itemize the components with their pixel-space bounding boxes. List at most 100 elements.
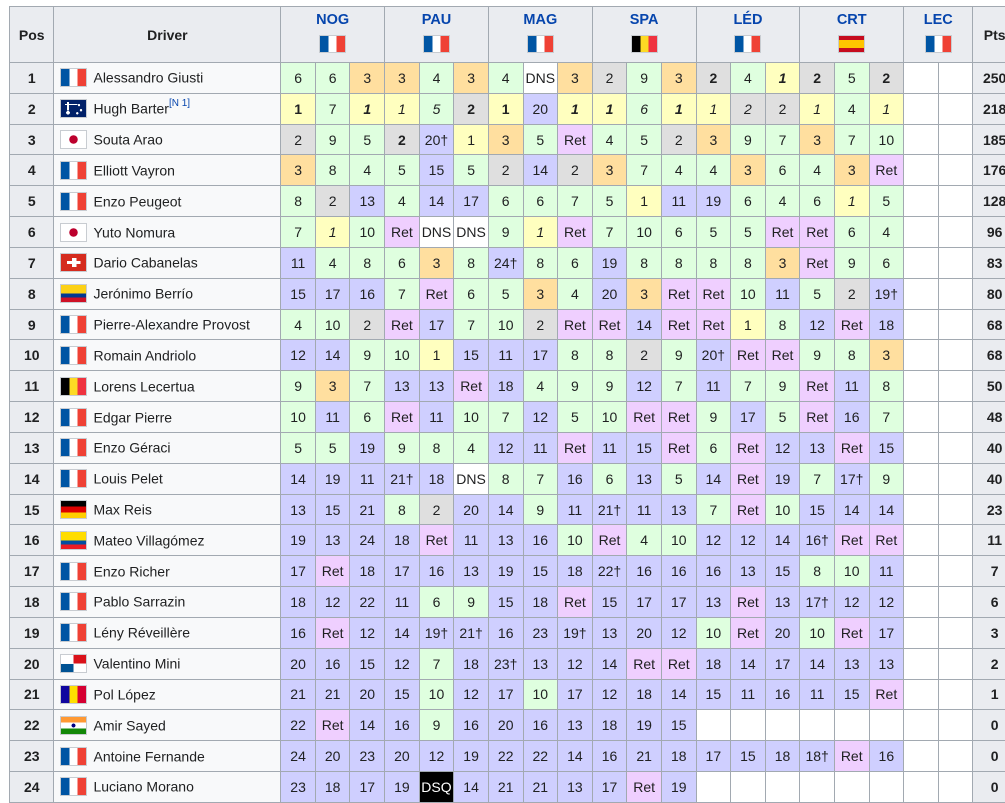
driver-name-link[interactable]: Jerónimo Berrío	[93, 286, 193, 302]
result-cell: 11	[315, 402, 350, 433]
result-cell: 11	[627, 494, 662, 525]
driver-name-link[interactable]: Elliott Vayron	[93, 162, 174, 178]
result-cell: 20	[315, 741, 350, 772]
result-cell: 1	[350, 93, 385, 124]
result-cell: 13	[661, 494, 696, 525]
result-cell	[904, 402, 939, 433]
driver-name-link[interactable]: Alessandro Giusti	[93, 70, 203, 86]
driver-name-link[interactable]: Lény Réveillère	[93, 625, 190, 641]
driver-name-link[interactable]: Enzo Peugeot	[93, 193, 181, 209]
result-cell: 14	[350, 710, 385, 741]
result-cell: 11	[350, 463, 385, 494]
driver-name-link[interactable]: Mateo Villagómez	[93, 532, 204, 548]
result-cell: DNS	[454, 463, 489, 494]
result-cell: 12	[834, 587, 869, 618]
result-cell: 1	[281, 93, 316, 124]
event-header-crt[interactable]: CRT	[800, 7, 904, 63]
result-cell	[904, 556, 939, 587]
event-name[interactable]: PAU	[385, 12, 488, 28]
driver-name-link[interactable]: Luciano Morano	[93, 779, 193, 795]
flag-france-icon	[60, 315, 87, 334]
driver-name-link[interactable]: Pablo Sarrazin	[93, 594, 185, 610]
result-cell: 6	[696, 432, 731, 463]
result-cell: 15	[661, 710, 696, 741]
result-cell: 5	[385, 155, 420, 186]
result-cell: 7	[350, 371, 385, 402]
points-cell: 250	[973, 63, 1005, 94]
result-cell: 4	[834, 93, 869, 124]
flag-japan-icon	[60, 223, 87, 242]
result-cell: 11	[488, 340, 523, 371]
result-cell: DSQ	[419, 772, 454, 803]
result-cell: 24†	[488, 247, 523, 278]
result-cell: 4	[800, 155, 835, 186]
footnote-link[interactable]: [N 1]	[169, 98, 190, 109]
flag-france-icon	[319, 35, 346, 53]
event-header-nog[interactable]: NOG	[281, 7, 385, 63]
position-cell: 15	[10, 494, 54, 525]
driver-name-link[interactable]: Hugh Barter	[93, 101, 168, 117]
result-cell: 20	[281, 648, 316, 679]
result-cell: Ret	[869, 525, 904, 556]
result-cell: 18†	[800, 741, 835, 772]
flag-japan-icon	[60, 130, 87, 149]
result-cell	[904, 340, 939, 371]
result-cell: Ret	[385, 217, 420, 248]
event-header-lec[interactable]: LEC	[904, 7, 973, 63]
driver-name-link[interactable]: Pol López	[93, 686, 155, 702]
position-cell: 17	[10, 556, 54, 587]
result-cell: 14	[281, 463, 316, 494]
driver-name-link[interactable]: Valentino Mini	[93, 656, 180, 672]
event-header-pau[interactable]: PAU	[385, 7, 489, 63]
event-name[interactable]: SPA	[593, 12, 696, 28]
result-cell: 11	[558, 494, 593, 525]
result-cell: 10	[488, 309, 523, 340]
event-name[interactable]: LÉD	[697, 12, 800, 28]
result-cell	[904, 617, 939, 648]
event-header-led[interactable]: LÉD	[696, 7, 800, 63]
result-cell: 8	[385, 494, 420, 525]
driver-name-link[interactable]: Romain Andriolo	[93, 347, 196, 363]
result-cell	[904, 155, 939, 186]
driver-name-link[interactable]: Antoine Fernande	[93, 748, 204, 764]
result-cell: DNS	[419, 217, 454, 248]
driver-name-link[interactable]: Amir Sayed	[93, 717, 165, 733]
driver-name-link[interactable]: Max Reis	[93, 502, 151, 518]
result-cell: 24	[350, 525, 385, 556]
event-name[interactable]: NOG	[281, 12, 384, 28]
driver-name-link[interactable]: Yuto Nomura	[93, 224, 175, 240]
driver-name-link[interactable]: Edgar Pierre	[93, 409, 172, 425]
result-cell: 21†	[592, 494, 627, 525]
result-cell: 17	[731, 402, 766, 433]
driver-name-link[interactable]: Louis Pelet	[93, 471, 162, 487]
result-cell: 3	[765, 247, 800, 278]
result-cell: 16	[661, 556, 696, 587]
result-cell: 19	[765, 463, 800, 494]
result-cell: 2	[731, 93, 766, 124]
result-cell: Ret	[661, 432, 696, 463]
result-cell: 2	[523, 309, 558, 340]
driver-name-link[interactable]: Enzo Géraci	[93, 440, 170, 456]
driver-name-link[interactable]: Lorens Lecertua	[93, 378, 194, 394]
driver-name-link[interactable]: Dario Cabanelas	[93, 255, 197, 271]
event-name[interactable]: MAG	[489, 12, 592, 28]
result-cell: 17	[765, 648, 800, 679]
driver-name-link[interactable]: Souta Arao	[93, 132, 162, 148]
result-cell: 21†	[385, 463, 420, 494]
points-cell: 218	[973, 93, 1005, 124]
driver-name-link[interactable]: Enzo Richer	[93, 563, 169, 579]
event-header-spa[interactable]: SPA	[592, 7, 696, 63]
driver-cell: Elliott Vayron	[54, 155, 281, 186]
position-cell: 4	[10, 155, 54, 186]
event-header-mag[interactable]: MAG	[488, 7, 592, 63]
result-cell: 1	[558, 93, 593, 124]
event-name[interactable]: LEC	[904, 12, 972, 28]
flag-france-icon	[925, 35, 952, 53]
driver-name-link[interactable]: Pierre-Alexandre Provost	[93, 317, 249, 333]
flag-france-icon	[60, 777, 87, 796]
event-name[interactable]: CRT	[800, 12, 903, 28]
result-cell: 5	[315, 432, 350, 463]
